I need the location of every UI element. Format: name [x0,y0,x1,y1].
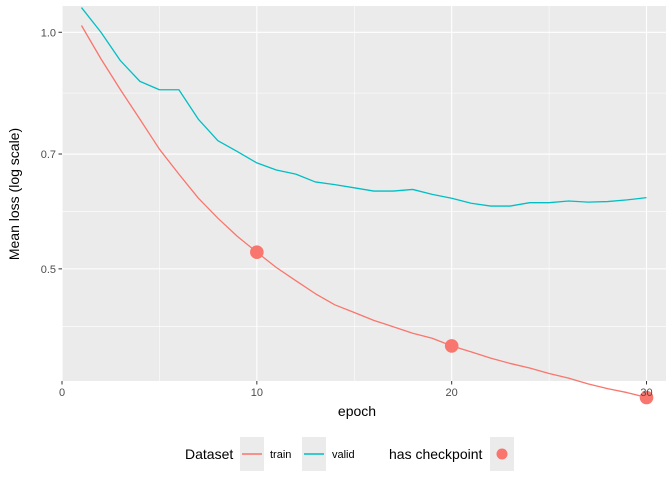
legend-checkpoint-point [496,448,508,460]
y-tick-label: 0.7 [41,149,56,161]
legend-label-train: train [270,449,291,461]
x-tick-label: 0 [59,387,65,399]
x-tick-label: 30 [640,387,652,399]
legend-label-valid: valid [332,449,355,461]
checkpoint-point [639,390,654,405]
checkpoint-point [444,339,459,353]
legend: Dataset train valid has checkpoint [185,437,514,471]
x-tick-label: 20 [446,387,458,399]
legend-dataset-title: Dataset [185,446,233,462]
x-tick-label: 10 [251,387,263,399]
series-line-train [80,25,647,399]
y-tick-label: 1.0 [41,27,56,39]
checkpoint-point [250,245,264,260]
series-line-valid [80,7,647,207]
axis-ticks: 0 10 20 30 0.5 0.7 1.0 [41,27,653,399]
x-axis-title: epoch [338,403,376,419]
y-axis-title: Mean loss (log scale) [6,128,22,260]
series-layer [80,7,647,399]
legend-checkpoint-title: has checkpoint [389,446,483,462]
y-tick-label: 0.5 [41,264,56,276]
plot-background [62,6,666,381]
checkpoint-layer [250,245,654,405]
grid-minor [62,6,666,381]
